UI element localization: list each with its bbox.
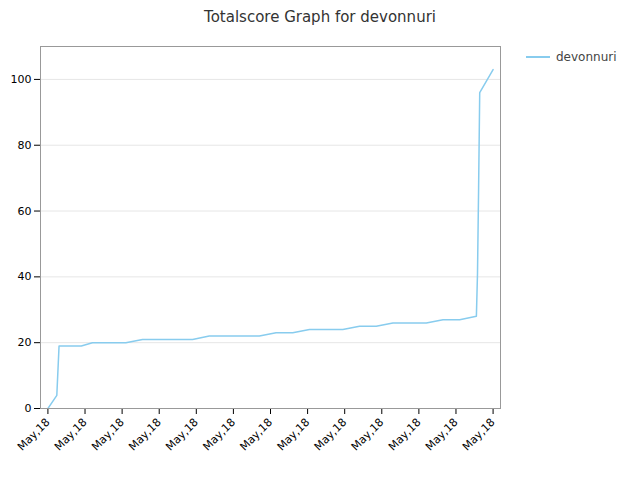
svg-text:May,18: May,18 <box>349 416 387 454</box>
svg-text:40: 40 <box>18 270 32 283</box>
svg-text:100: 100 <box>11 73 32 86</box>
svg-text:May,18: May,18 <box>200 416 238 454</box>
svg-text:May,18: May,18 <box>460 416 498 454</box>
svg-text:0: 0 <box>25 402 32 415</box>
svg-text:80: 80 <box>18 139 32 152</box>
svg-text:May,18: May,18 <box>15 416 53 454</box>
svg-text:60: 60 <box>18 205 32 218</box>
svg-text:May,18: May,18 <box>237 416 275 454</box>
svg-text:May,18: May,18 <box>275 416 313 454</box>
html-text:Totalscore Graph for devonnuri: Totalscore Graph for devonnuri <box>204 8 436 26</box>
svg-text:May,18: May,18 <box>386 416 424 454</box>
svg-text:20: 20 <box>18 336 32 349</box>
svg-text:May,18: May,18 <box>423 416 461 454</box>
svg-text:May,18: May,18 <box>52 416 90 454</box>
html-text:devonnuri: devonnuri <box>556 50 617 64</box>
svg-text:May,18: May,18 <box>312 416 350 454</box>
svg-text:May,18: May,18 <box>89 416 127 454</box>
svg-text:May,18: May,18 <box>126 416 164 454</box>
svg-text:May,18: May,18 <box>163 416 201 454</box>
